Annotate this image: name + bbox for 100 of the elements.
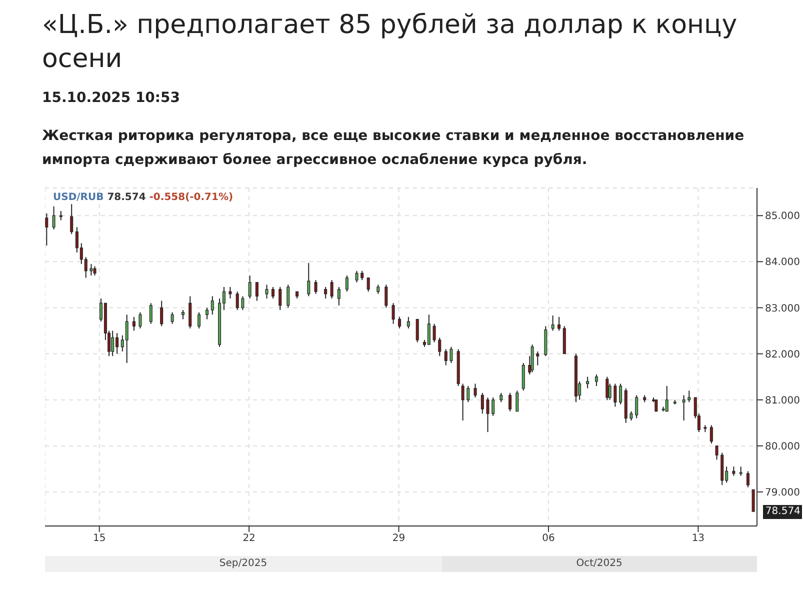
candlestick: [682, 394, 686, 422]
x-tick-label: 13: [692, 533, 705, 544]
candlestick: [210, 296, 214, 316]
candlestick: [715, 445, 718, 460]
y-tick-label: 84.000: [765, 257, 800, 268]
x-tick-label: 22: [242, 533, 256, 544]
candlestick: [594, 374, 598, 387]
candlestick: [619, 383, 622, 405]
candlestick: [90, 263, 93, 276]
candlestick: [746, 470, 750, 488]
candlestick: [271, 286, 274, 300]
annotation: -0.558(-0.71%): [149, 192, 234, 203]
candlestick: [248, 274, 252, 300]
candlestick: [551, 315, 554, 332]
candlestick: [522, 362, 525, 392]
candlestick: [530, 344, 534, 373]
candlestick: [111, 330, 114, 357]
candlestick: [516, 390, 519, 412]
chart-title: «Ц.Б.» предполагает 85 рублей за доллар к концу осени: [42, 9, 738, 76]
candlestick: [265, 284, 268, 300]
candlestick: [132, 316, 136, 332]
candlestick: [444, 348, 448, 366]
candlestick: [228, 286, 232, 300]
candlestick: [45, 212, 48, 246]
candlestick: [52, 206, 56, 230]
candlestick: [406, 316, 410, 329]
candlestick: [345, 274, 348, 292]
candlestick: [732, 466, 736, 476]
candlestick: [427, 314, 430, 346]
candlestick: [366, 277, 370, 292]
candlestick: [355, 270, 358, 283]
candlestick: [360, 270, 364, 281]
candlestick: [654, 400, 658, 412]
candlestick: [70, 204, 74, 235]
candlestick: [752, 489, 755, 512]
candlestick: [416, 318, 419, 343]
y-tick-label: 80.000: [765, 441, 800, 452]
annotation: 78.574: [763, 504, 802, 519]
chart-subtitle: 15.10.2025 10:53: [42, 90, 182, 106]
candlestick: [149, 302, 152, 324]
candlestick: [398, 316, 402, 329]
candlestick: [255, 282, 258, 302]
candlestick: [125, 314, 128, 364]
candlestick: [93, 266, 96, 276]
candlestick: [324, 286, 328, 300]
candlestick: [376, 284, 380, 294]
candlestick: [286, 284, 290, 308]
candlestick: [181, 310, 184, 320]
candlestick: [688, 390, 691, 403]
candlestick: [160, 300, 164, 327]
candlestick: [630, 410, 633, 422]
candlestick: [492, 397, 495, 416]
candlestick: [606, 376, 609, 400]
candlestick: [384, 284, 388, 308]
candlestick: [586, 376, 590, 389]
y-tick-label: 82.000: [765, 349, 800, 360]
candlestick: [206, 307, 209, 320]
candlestick: [461, 383, 464, 422]
x-tick-label: 29: [392, 533, 406, 544]
candlestick: [438, 337, 442, 357]
candlestick: [198, 312, 201, 329]
candlestick: [337, 286, 340, 306]
candlestick: [236, 291, 239, 311]
candlestick: [474, 383, 477, 398]
candlestick: [241, 296, 244, 311]
candlestick: [392, 302, 395, 324]
text: Oct/2025: [442, 556, 757, 572]
candlestick: [314, 280, 318, 294]
text: Жесткая риторика регулятора, все еще высокие ставки и медленное восстановление импорта сдерживают более агрессивное ослабление курса рубля.: [42, 127, 746, 170]
y-tick-label: 79.000: [765, 487, 800, 498]
candlestick: [59, 210, 62, 221]
candlestick: [710, 424, 713, 444]
y-tick-label: 83.000: [765, 303, 800, 314]
text: Sep/2025: [45, 556, 442, 572]
candlestick: [188, 296, 192, 329]
candlestick: [278, 286, 282, 311]
candlestick: [500, 392, 503, 403]
candlestick: [608, 383, 612, 400]
candlestick: [486, 397, 490, 433]
candlestick: [614, 383, 617, 408]
annotation: 78.574: [107, 192, 146, 203]
candlestick: [480, 392, 484, 414]
candlestick: [138, 312, 142, 329]
candlestick: [635, 394, 638, 419]
candlestick: [466, 386, 470, 403]
candlestick: [432, 323, 436, 343]
candlestick: [739, 466, 742, 476]
candlestick: [558, 316, 561, 332]
candlestick: [330, 280, 334, 300]
y-tick-label: 81.000: [765, 395, 800, 406]
candlestick: [170, 312, 174, 324]
candlestick: [665, 386, 668, 412]
x-tick-label: 15: [92, 533, 106, 544]
candlestick: [536, 350, 540, 366]
candlestick: [307, 262, 310, 297]
y-tick-label: 85.000: [765, 211, 800, 222]
series-label: USD/RUB: [53, 192, 104, 203]
candlestick: [450, 346, 453, 364]
candlestick: [508, 392, 512, 412]
x-tick-label: 06: [542, 533, 555, 544]
